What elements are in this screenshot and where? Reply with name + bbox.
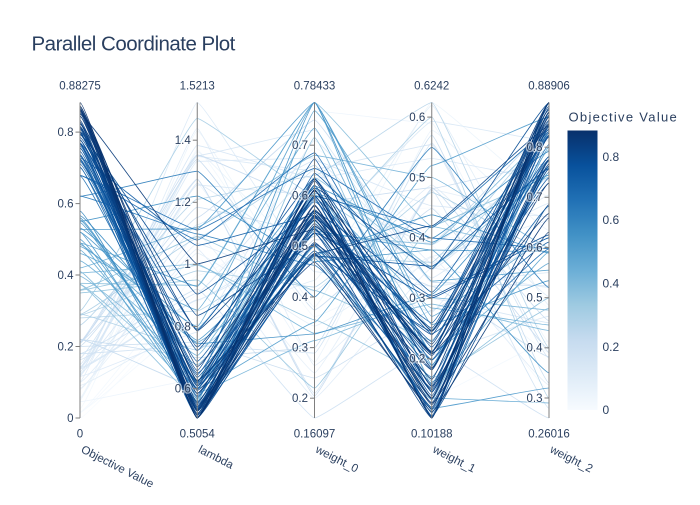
svg-text:0.2: 0.2 xyxy=(292,393,308,405)
svg-text:1.2: 1.2 xyxy=(175,197,191,209)
svg-text:0.8: 0.8 xyxy=(58,127,74,139)
svg-text:0.4: 0.4 xyxy=(58,270,75,282)
svg-text:1.5213: 1.5213 xyxy=(180,81,215,93)
svg-text:0.3: 0.3 xyxy=(527,393,543,405)
svg-text:0.4: 0.4 xyxy=(292,292,309,304)
svg-text:0.8: 0.8 xyxy=(603,150,620,164)
svg-text:0.26016: 0.26016 xyxy=(528,429,570,441)
svg-text:0.4: 0.4 xyxy=(603,277,620,291)
svg-text:0.7: 0.7 xyxy=(292,140,308,152)
svg-text:0: 0 xyxy=(67,413,73,425)
svg-text:0.5: 0.5 xyxy=(292,241,308,253)
svg-text:0.4: 0.4 xyxy=(527,343,544,355)
svg-text:0.78433: 0.78433 xyxy=(294,81,336,93)
svg-text:0.6242: 0.6242 xyxy=(414,81,449,93)
svg-text:1: 1 xyxy=(184,259,190,271)
svg-text:0.16097: 0.16097 xyxy=(294,429,336,441)
svg-text:0.7: 0.7 xyxy=(527,192,543,204)
svg-text:0: 0 xyxy=(603,403,610,417)
svg-text:0.4: 0.4 xyxy=(409,233,426,245)
svg-text:0.2: 0.2 xyxy=(603,340,620,354)
svg-text:0.2: 0.2 xyxy=(58,341,74,353)
svg-text:0.8: 0.8 xyxy=(527,142,543,154)
svg-text:0.8: 0.8 xyxy=(175,321,191,333)
svg-text:1.4: 1.4 xyxy=(175,135,192,147)
svg-text:0.6: 0.6 xyxy=(409,112,425,124)
svg-text:0.2: 0.2 xyxy=(409,354,425,366)
svg-text:0.88906: 0.88906 xyxy=(528,81,570,93)
svg-text:0.6: 0.6 xyxy=(58,198,74,210)
svg-text:0.88275: 0.88275 xyxy=(59,81,101,93)
svg-text:0.5: 0.5 xyxy=(409,172,425,184)
svg-text:Objective Value: Objective Value xyxy=(569,110,679,125)
svg-text:0.6: 0.6 xyxy=(603,213,620,227)
svg-text:0.6: 0.6 xyxy=(292,191,308,203)
svg-text:0.3: 0.3 xyxy=(409,293,425,305)
svg-text:0: 0 xyxy=(77,429,83,441)
svg-text:0.6: 0.6 xyxy=(175,383,191,395)
svg-text:Parallel Coordinate Plot: Parallel Coordinate Plot xyxy=(32,32,236,55)
svg-text:0.5: 0.5 xyxy=(527,293,543,305)
svg-text:0.6: 0.6 xyxy=(527,242,543,254)
svg-text:0.3: 0.3 xyxy=(292,342,308,354)
svg-text:0.10188: 0.10188 xyxy=(411,429,453,441)
svg-text:0.5054: 0.5054 xyxy=(180,429,216,441)
